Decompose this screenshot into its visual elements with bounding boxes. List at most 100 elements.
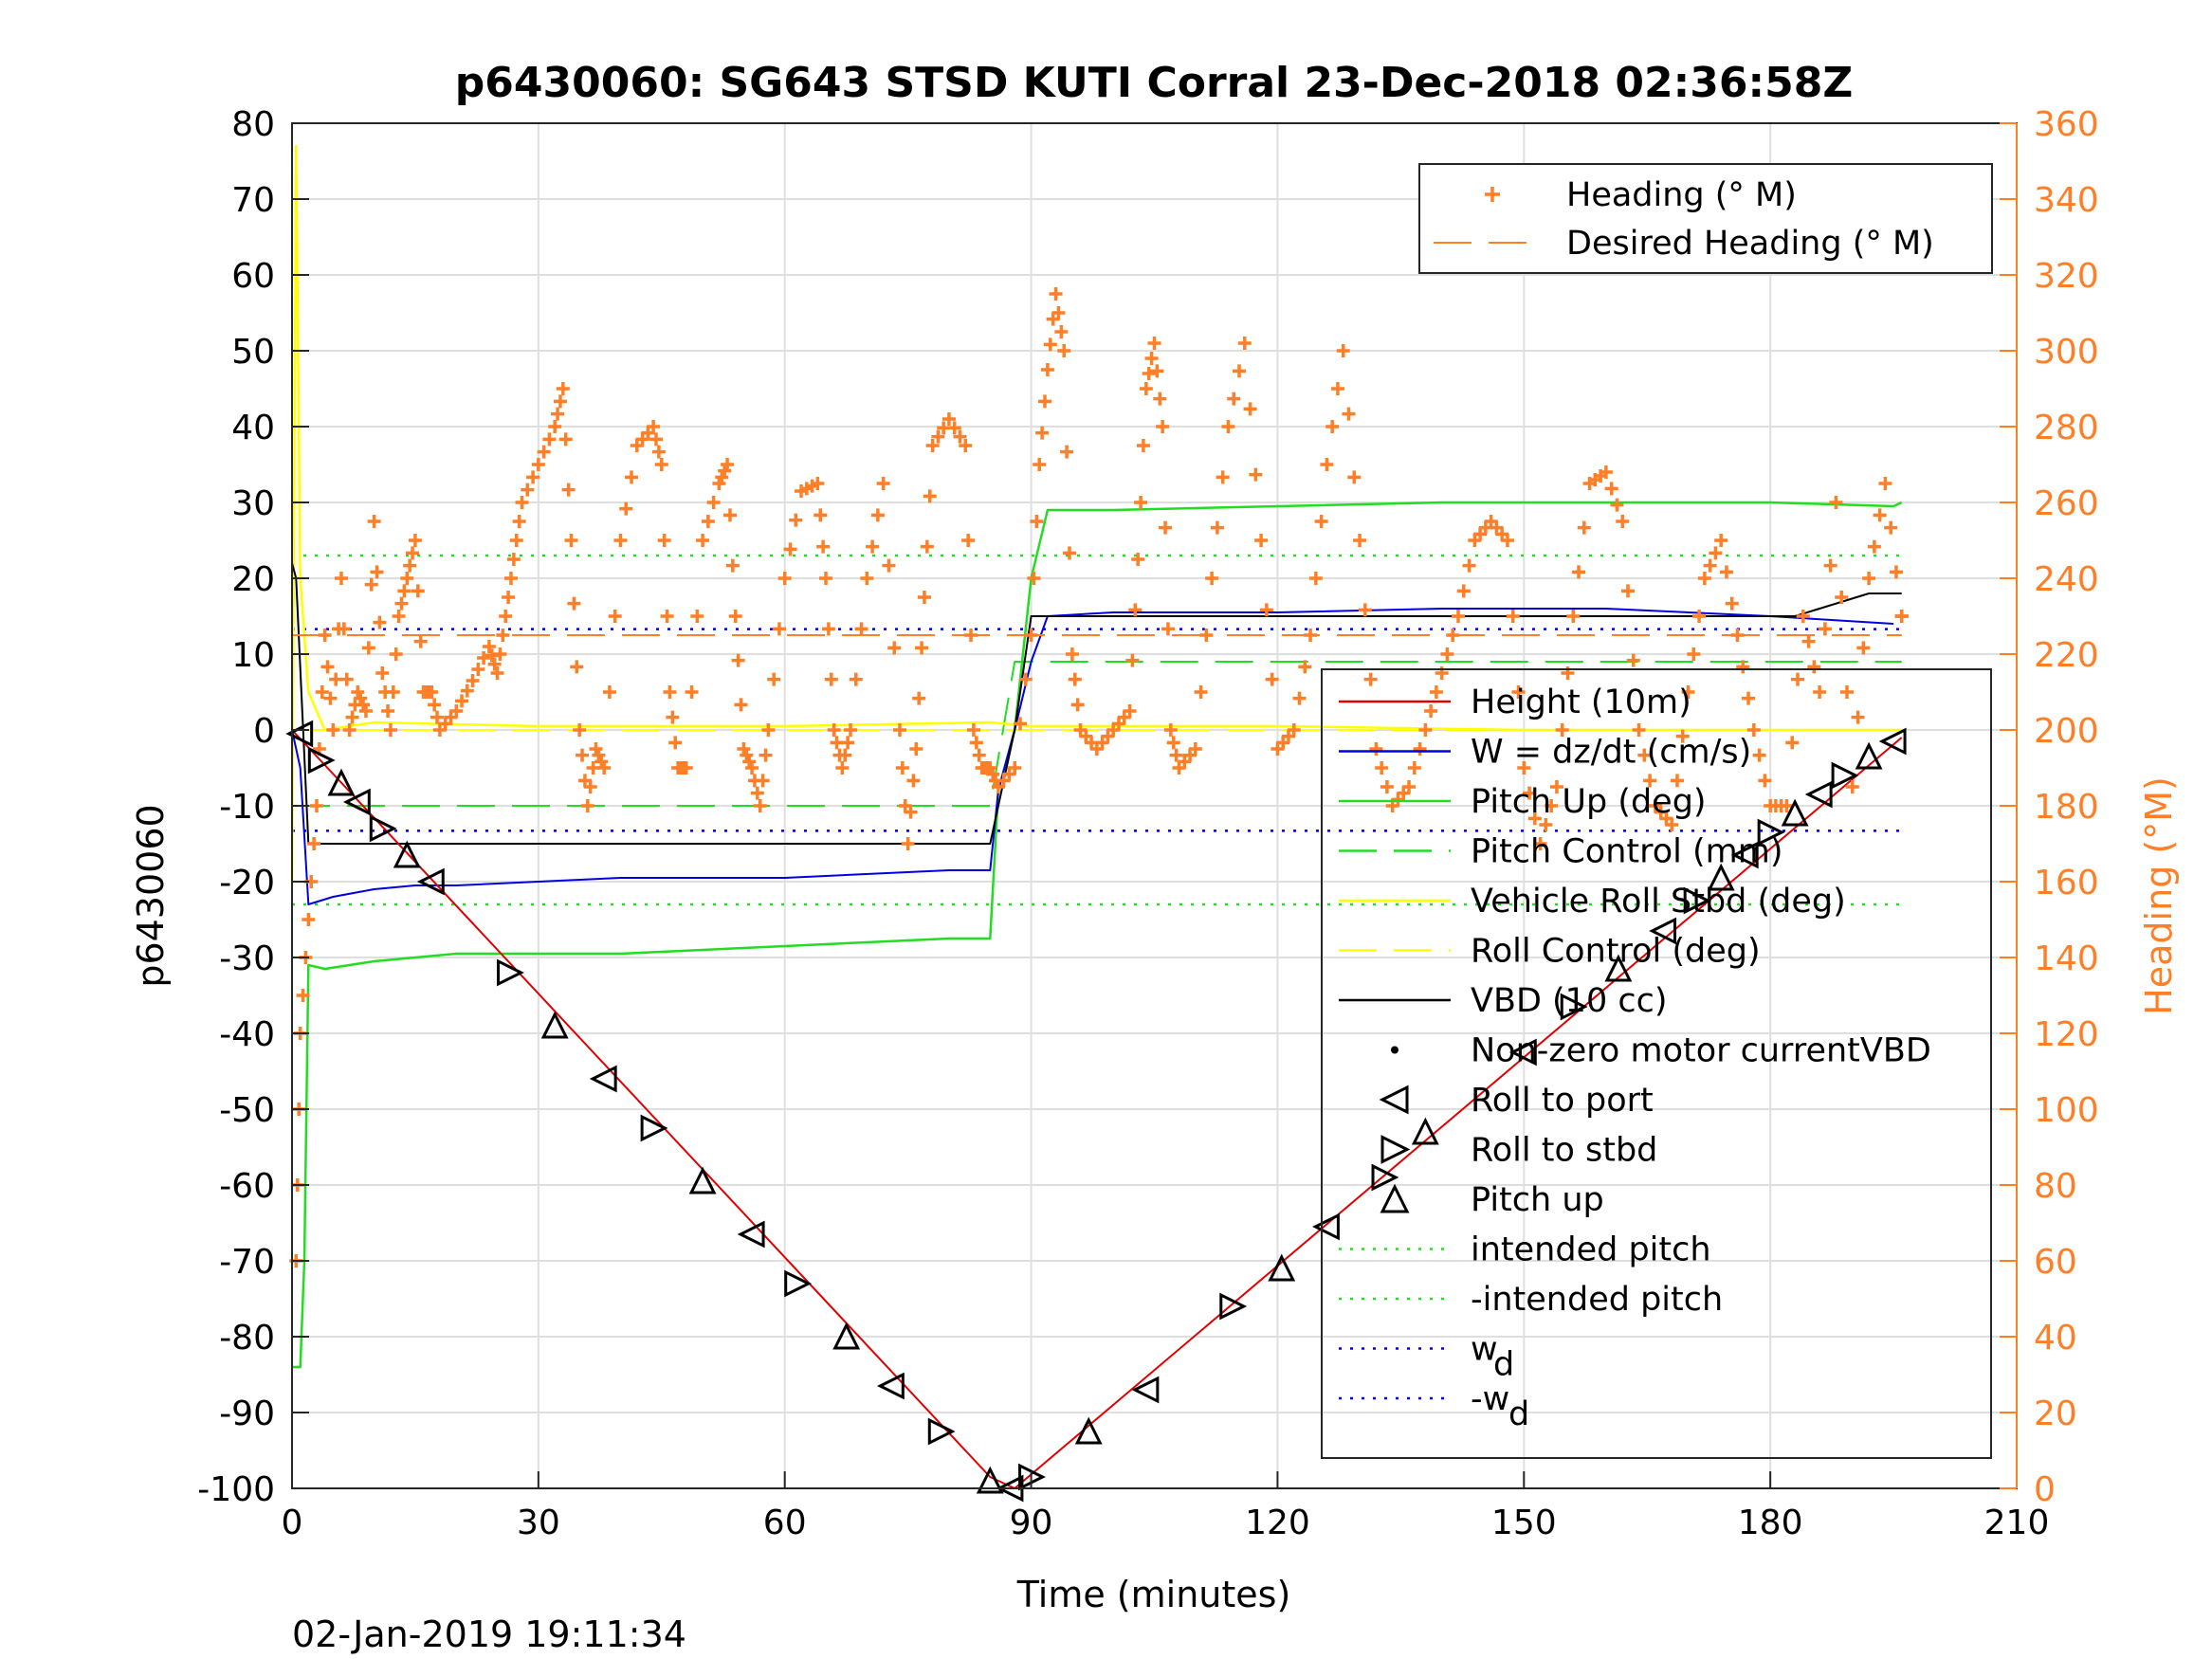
y-tick-label: 80 xyxy=(231,105,275,144)
legend-main-entry: -w xyxy=(1471,1380,1509,1418)
roll-pitch-marker xyxy=(832,1322,861,1350)
heading-point xyxy=(512,515,526,528)
roll-pitch-marker xyxy=(1730,841,1759,869)
heading-point xyxy=(923,489,937,503)
roll-pitch-marker xyxy=(1831,761,1859,790)
heading-point xyxy=(403,558,417,573)
heading-point xyxy=(1758,774,1772,788)
heading-point xyxy=(1752,748,1766,762)
heading-point xyxy=(594,755,609,769)
legend-main-entry: VBD (10 cc) xyxy=(1471,982,1668,1020)
legend-main-entry: Vehicle Roll Stbd (deg) xyxy=(1471,883,1846,921)
heading-point xyxy=(654,458,668,471)
legend-main: Height (10m) W = dz/dt (cm/s) Pitch Up (de… xyxy=(1321,668,1992,1459)
legend-subscript: d xyxy=(1493,1346,1514,1384)
heading-point xyxy=(789,513,803,527)
heading-point xyxy=(1725,596,1739,611)
heading-point xyxy=(1604,482,1618,496)
legend-swatch xyxy=(1380,1135,1411,1164)
heading-point xyxy=(737,742,751,756)
vbd-line xyxy=(291,562,1902,845)
heading-point xyxy=(589,742,603,756)
heading-point xyxy=(296,989,310,1002)
heading-point xyxy=(515,496,529,509)
heading-point xyxy=(753,799,767,812)
vehicle-roll-line xyxy=(290,144,1902,883)
heading-point xyxy=(356,698,371,712)
heading-point xyxy=(1714,534,1728,547)
legend-main-entry: Roll to port xyxy=(1471,1082,1654,1120)
heading-point xyxy=(1873,508,1887,522)
roll-pitch-marker xyxy=(1707,863,1735,891)
legend-top-entry: Heading (° M) xyxy=(1566,176,1797,214)
heading-point xyxy=(1169,748,1183,762)
heading-point xyxy=(1637,748,1652,762)
heading-point xyxy=(1549,780,1563,793)
heading-point xyxy=(1205,572,1219,585)
heading-point xyxy=(721,458,735,471)
heading-point xyxy=(1878,477,1892,490)
heading-point xyxy=(375,666,390,680)
heading-point xyxy=(866,539,880,554)
heading-point xyxy=(740,748,754,762)
height-line xyxy=(291,729,1903,1489)
roll-pitch-marker xyxy=(1312,1212,1340,1241)
y-tick-label: 0 xyxy=(253,712,275,751)
heading-point xyxy=(725,558,740,573)
heading-point xyxy=(909,742,923,756)
y-tick-label: -70 xyxy=(219,1243,275,1282)
heading-point xyxy=(701,515,715,528)
legend-main-entry: -intended pitch xyxy=(1471,1281,1723,1319)
heading-point xyxy=(1862,572,1876,585)
heading-point xyxy=(1199,629,1214,642)
heading-point xyxy=(455,694,469,708)
heading-point xyxy=(728,610,742,623)
heading-point xyxy=(1446,629,1460,642)
heading-point xyxy=(821,622,835,636)
roll-pitch-marker xyxy=(1074,1416,1103,1445)
heading-point xyxy=(1823,558,1837,573)
heading-point xyxy=(1402,780,1417,793)
x-tick-label: 210 xyxy=(1984,1504,2050,1542)
heading-point xyxy=(906,774,921,788)
legend-main-entry: Non-zero motor currentVBD xyxy=(1471,1032,1931,1070)
heading-point xyxy=(1123,704,1137,718)
heading-point xyxy=(783,542,797,556)
heading-point xyxy=(1889,565,1903,579)
heading-point xyxy=(651,445,666,459)
roll-pitch-marker xyxy=(1855,741,1883,770)
heading-point xyxy=(1159,520,1173,535)
heading-point xyxy=(1134,496,1148,509)
heading-point xyxy=(1150,364,1164,378)
legend-main-entry: intended pitch xyxy=(1471,1231,1711,1269)
heading-point xyxy=(1796,610,1810,623)
heading-point xyxy=(1839,685,1854,699)
heading-point xyxy=(573,723,587,737)
x-tick-label: 30 xyxy=(517,1504,560,1542)
y2-tick-label: 120 xyxy=(2034,1015,2099,1054)
heading-point xyxy=(734,698,748,712)
heading-point xyxy=(860,572,874,585)
heading-point xyxy=(337,622,351,636)
heading-point xyxy=(351,685,365,699)
heading-point xyxy=(1287,723,1301,737)
heading-point xyxy=(824,672,838,686)
roll-pitch-marker xyxy=(927,1417,956,1446)
heading-point xyxy=(389,647,403,661)
heading-point xyxy=(1807,660,1821,674)
heading-point xyxy=(345,710,359,724)
heading-point xyxy=(1237,337,1252,350)
heading-point xyxy=(367,515,381,528)
heading-point xyxy=(564,534,578,547)
heading-point xyxy=(1545,799,1559,812)
heading-point xyxy=(1049,287,1063,301)
heading-point xyxy=(1008,761,1022,775)
roll-pitch-marker xyxy=(1371,1163,1399,1192)
heading-point xyxy=(1675,729,1690,743)
heading-point xyxy=(318,629,332,642)
heading-point xyxy=(503,572,518,585)
y-tick-label: 10 xyxy=(231,636,275,675)
heading-point xyxy=(477,651,491,665)
heading-point xyxy=(1227,392,1241,406)
y2-tick-label: 200 xyxy=(2034,712,2099,751)
